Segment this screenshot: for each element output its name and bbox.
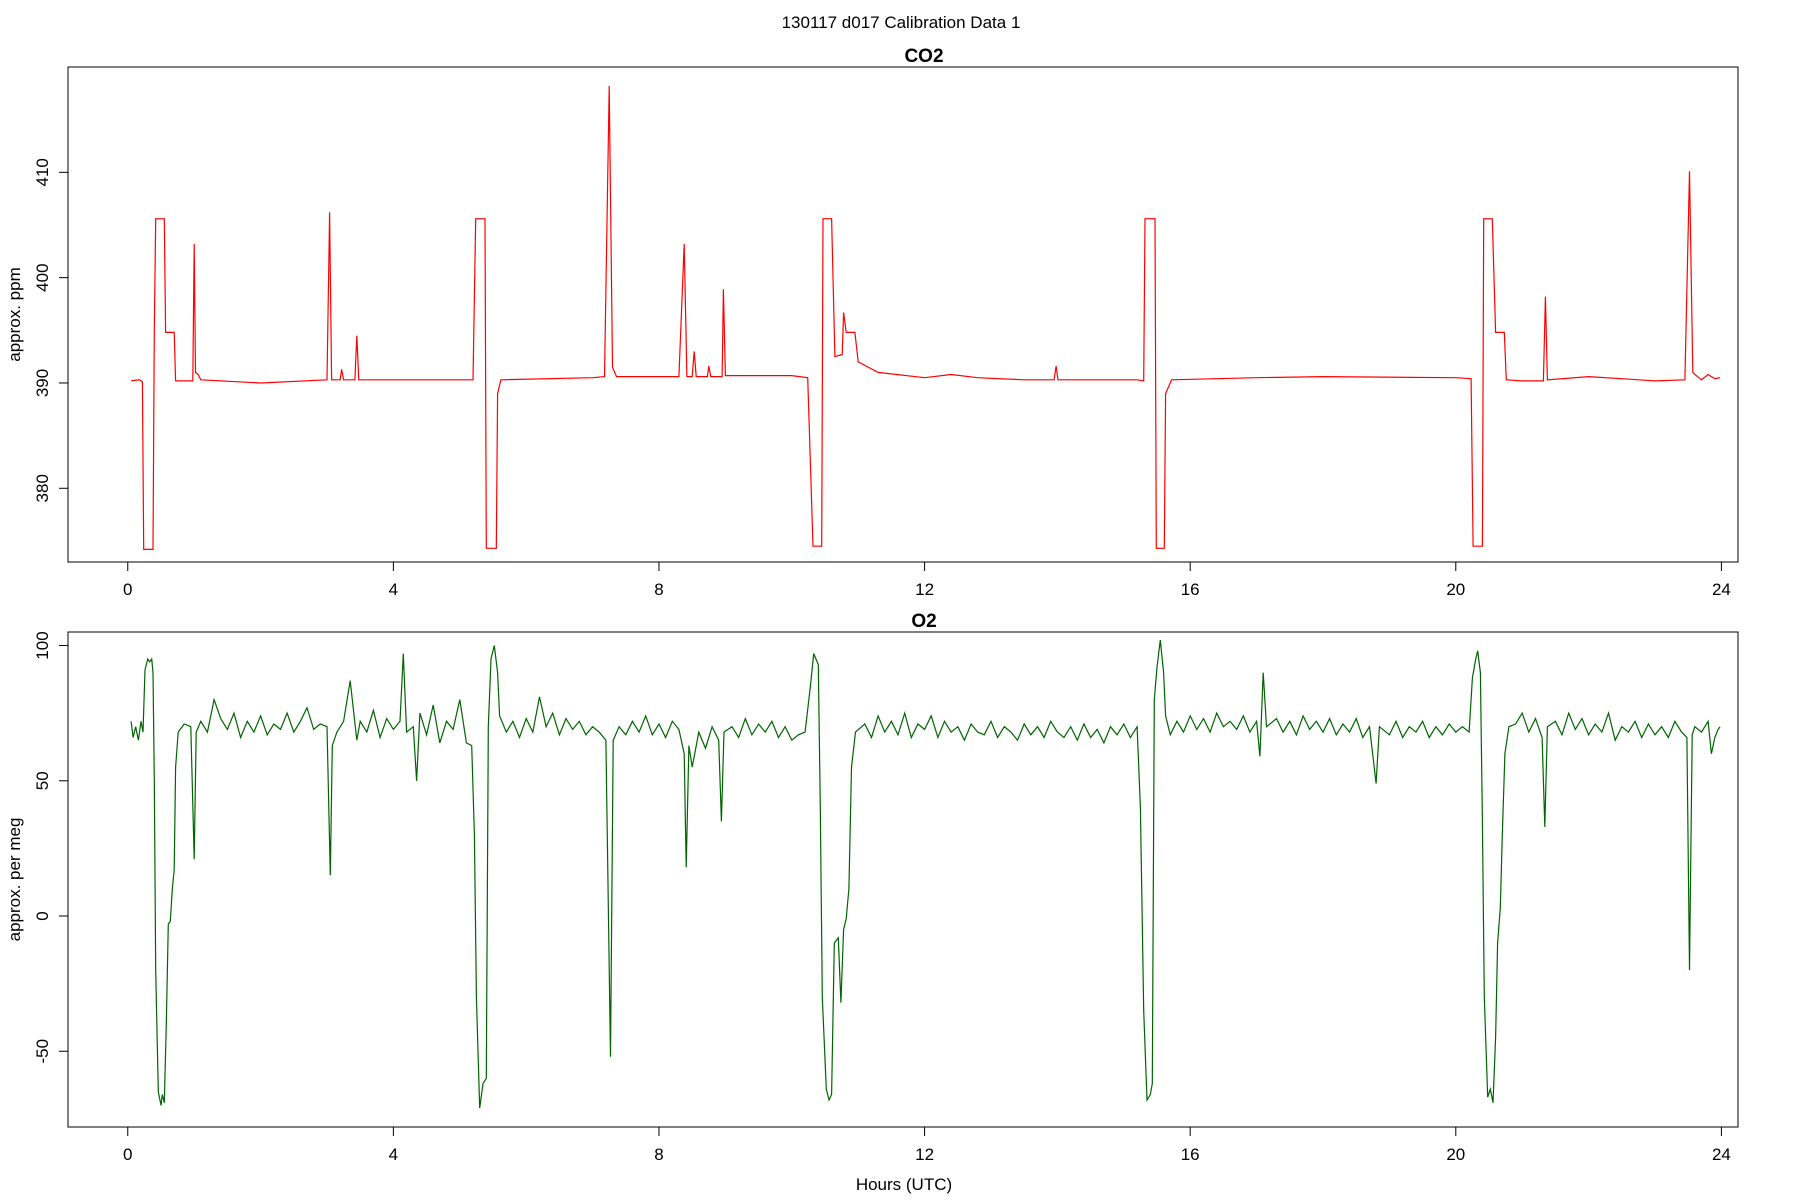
o2-x-tick-label: 0 [123,1145,132,1164]
co2-plot-frame [67,66,1739,563]
o2-y-tick-label: 50 [33,771,52,790]
o2-x-tick-label: 20 [1446,1145,1465,1164]
o2-x-tick-label: 8 [654,1145,663,1164]
co2-x-tick-label: 0 [123,580,132,599]
o2-series-line [130,640,1721,1109]
o2-tick-group: 0 4 8 12 16 20 24 -50 0 50 100 [33,631,1731,1164]
co2-x-tick-label: 4 [389,580,398,599]
o2-plot-frame [67,631,1739,1128]
o2-x-tick-label: 16 [1181,1145,1200,1164]
co2-x-tick-label: 12 [915,580,934,599]
co2-y-tick-label: 380 [33,474,52,502]
co2-y-tick-label: 390 [33,369,52,397]
o2-panel-title: O2 [911,611,936,632]
co2-panel: CO2 0 4 8 12 16 20 24 380 390 400 410 approx. ppm [5,46,1739,599]
co2-y-tick-label: 400 [33,263,52,291]
co2-x-tick-label: 16 [1181,580,1200,599]
co2-panel-title: CO2 [904,46,943,67]
o2-y-tick-label: -50 [33,1039,52,1064]
o2-x-tick-label: 24 [1712,1145,1731,1164]
co2-x-tick-label: 20 [1446,580,1465,599]
o2-y-tick-label: 100 [33,631,52,659]
co2-y-tick-label: 410 [33,158,52,186]
figure-title: 130117 d017 Calibration Data 1 [782,13,1021,32]
o2-x-tick-label: 4 [389,1145,398,1164]
o2-x-tick-label: 12 [915,1145,934,1164]
co2-tick-group: 0 4 8 12 16 20 24 380 390 400 410 [33,158,1731,599]
x-axis-label: Hours (UTC) [856,1175,952,1194]
co2-x-tick-label: 24 [1712,580,1731,599]
o2-y-tick-label: 0 [33,911,52,920]
co2-x-tick-label: 8 [654,580,663,599]
co2-y-axis-label: approx. ppm [5,267,24,362]
o2-y-axis-label: approx. per meg [5,818,24,942]
o2-panel: O2 0 4 8 12 16 20 24 -50 0 50 100 approx. per meg [5,611,1739,1164]
co2-series-line [131,85,1721,551]
